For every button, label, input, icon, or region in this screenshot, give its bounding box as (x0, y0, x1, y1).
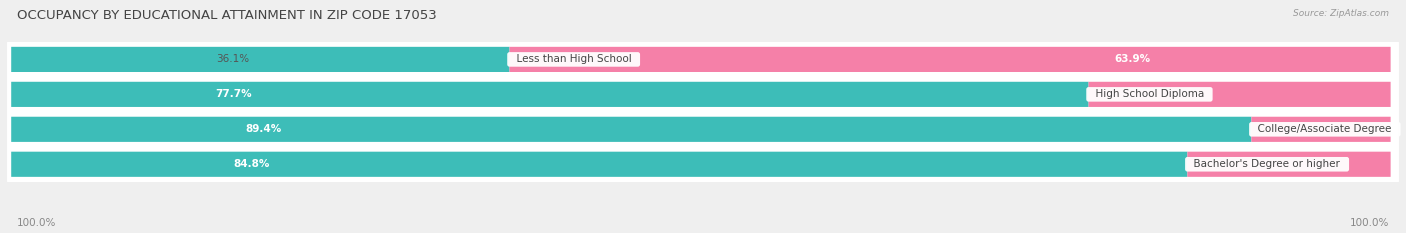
FancyBboxPatch shape (1088, 82, 1391, 107)
Text: 100.0%: 100.0% (1350, 218, 1389, 228)
FancyBboxPatch shape (7, 138, 1399, 190)
Text: High School Diploma: High School Diploma (1088, 89, 1211, 99)
Text: 84.8%: 84.8% (233, 159, 270, 169)
Text: 77.7%: 77.7% (215, 89, 252, 99)
FancyBboxPatch shape (11, 152, 1188, 177)
FancyBboxPatch shape (11, 82, 1088, 107)
FancyBboxPatch shape (7, 34, 1399, 85)
FancyBboxPatch shape (509, 47, 1391, 72)
Text: Source: ZipAtlas.com: Source: ZipAtlas.com (1294, 9, 1389, 18)
Text: 36.1%: 36.1% (217, 55, 250, 64)
FancyBboxPatch shape (1251, 117, 1391, 142)
FancyBboxPatch shape (1188, 152, 1391, 177)
FancyBboxPatch shape (11, 117, 1251, 142)
Text: College/Associate Degree: College/Associate Degree (1251, 124, 1399, 134)
FancyBboxPatch shape (11, 47, 509, 72)
Text: Less than High School: Less than High School (509, 55, 638, 64)
Text: 89.4%: 89.4% (245, 124, 281, 134)
Text: 63.9%: 63.9% (1114, 55, 1150, 64)
FancyBboxPatch shape (7, 103, 1399, 155)
Text: Bachelor's Degree or higher: Bachelor's Degree or higher (1188, 159, 1347, 169)
FancyBboxPatch shape (7, 69, 1399, 120)
Text: 100.0%: 100.0% (17, 218, 56, 228)
Legend: Owner-occupied, Renter-occupied: Owner-occupied, Renter-occupied (583, 230, 823, 233)
Text: OCCUPANCY BY EDUCATIONAL ATTAINMENT IN ZIP CODE 17053: OCCUPANCY BY EDUCATIONAL ATTAINMENT IN Z… (17, 9, 437, 22)
